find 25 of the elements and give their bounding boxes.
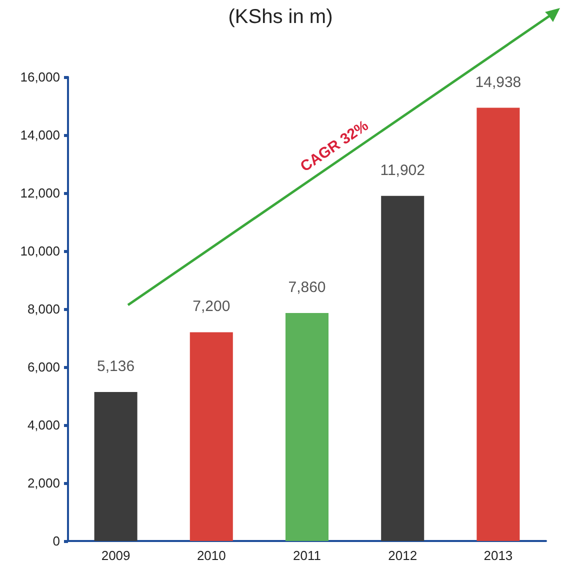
y-tick-label: 10,000 xyxy=(20,244,60,258)
y-tick-label: 8,000 xyxy=(27,302,60,316)
x-tick-label: 2011 xyxy=(293,548,321,563)
x-tick-label: 2009 xyxy=(101,548,130,563)
bar xyxy=(476,108,520,541)
data-label: 7,200 xyxy=(192,298,230,316)
bar xyxy=(94,392,138,541)
y-tick-label: 0 xyxy=(52,534,60,548)
bar xyxy=(285,313,329,541)
data-label: 7,860 xyxy=(288,279,326,296)
x-tick-label: 2010 xyxy=(196,548,226,563)
data-label: 5,136 xyxy=(97,358,135,376)
x-tick-label: 2012 xyxy=(388,548,418,563)
data-label: 14,938 xyxy=(475,74,522,91)
bar xyxy=(190,332,233,541)
y-tick-label: 14,000 xyxy=(20,128,60,142)
y-tick-label: 2,000 xyxy=(27,476,60,490)
x-tick-label: 2013 xyxy=(484,548,513,563)
bar xyxy=(381,196,424,541)
data-label: 11,902 xyxy=(380,162,425,179)
y-tick-label: 12,000 xyxy=(20,186,60,200)
y-tick-label: 4,000 xyxy=(27,418,60,432)
y-tick-label: 16,000 xyxy=(20,70,60,84)
chart-title: (KShs in m) xyxy=(228,6,333,28)
y-tick-label: 6,000 xyxy=(27,360,60,374)
